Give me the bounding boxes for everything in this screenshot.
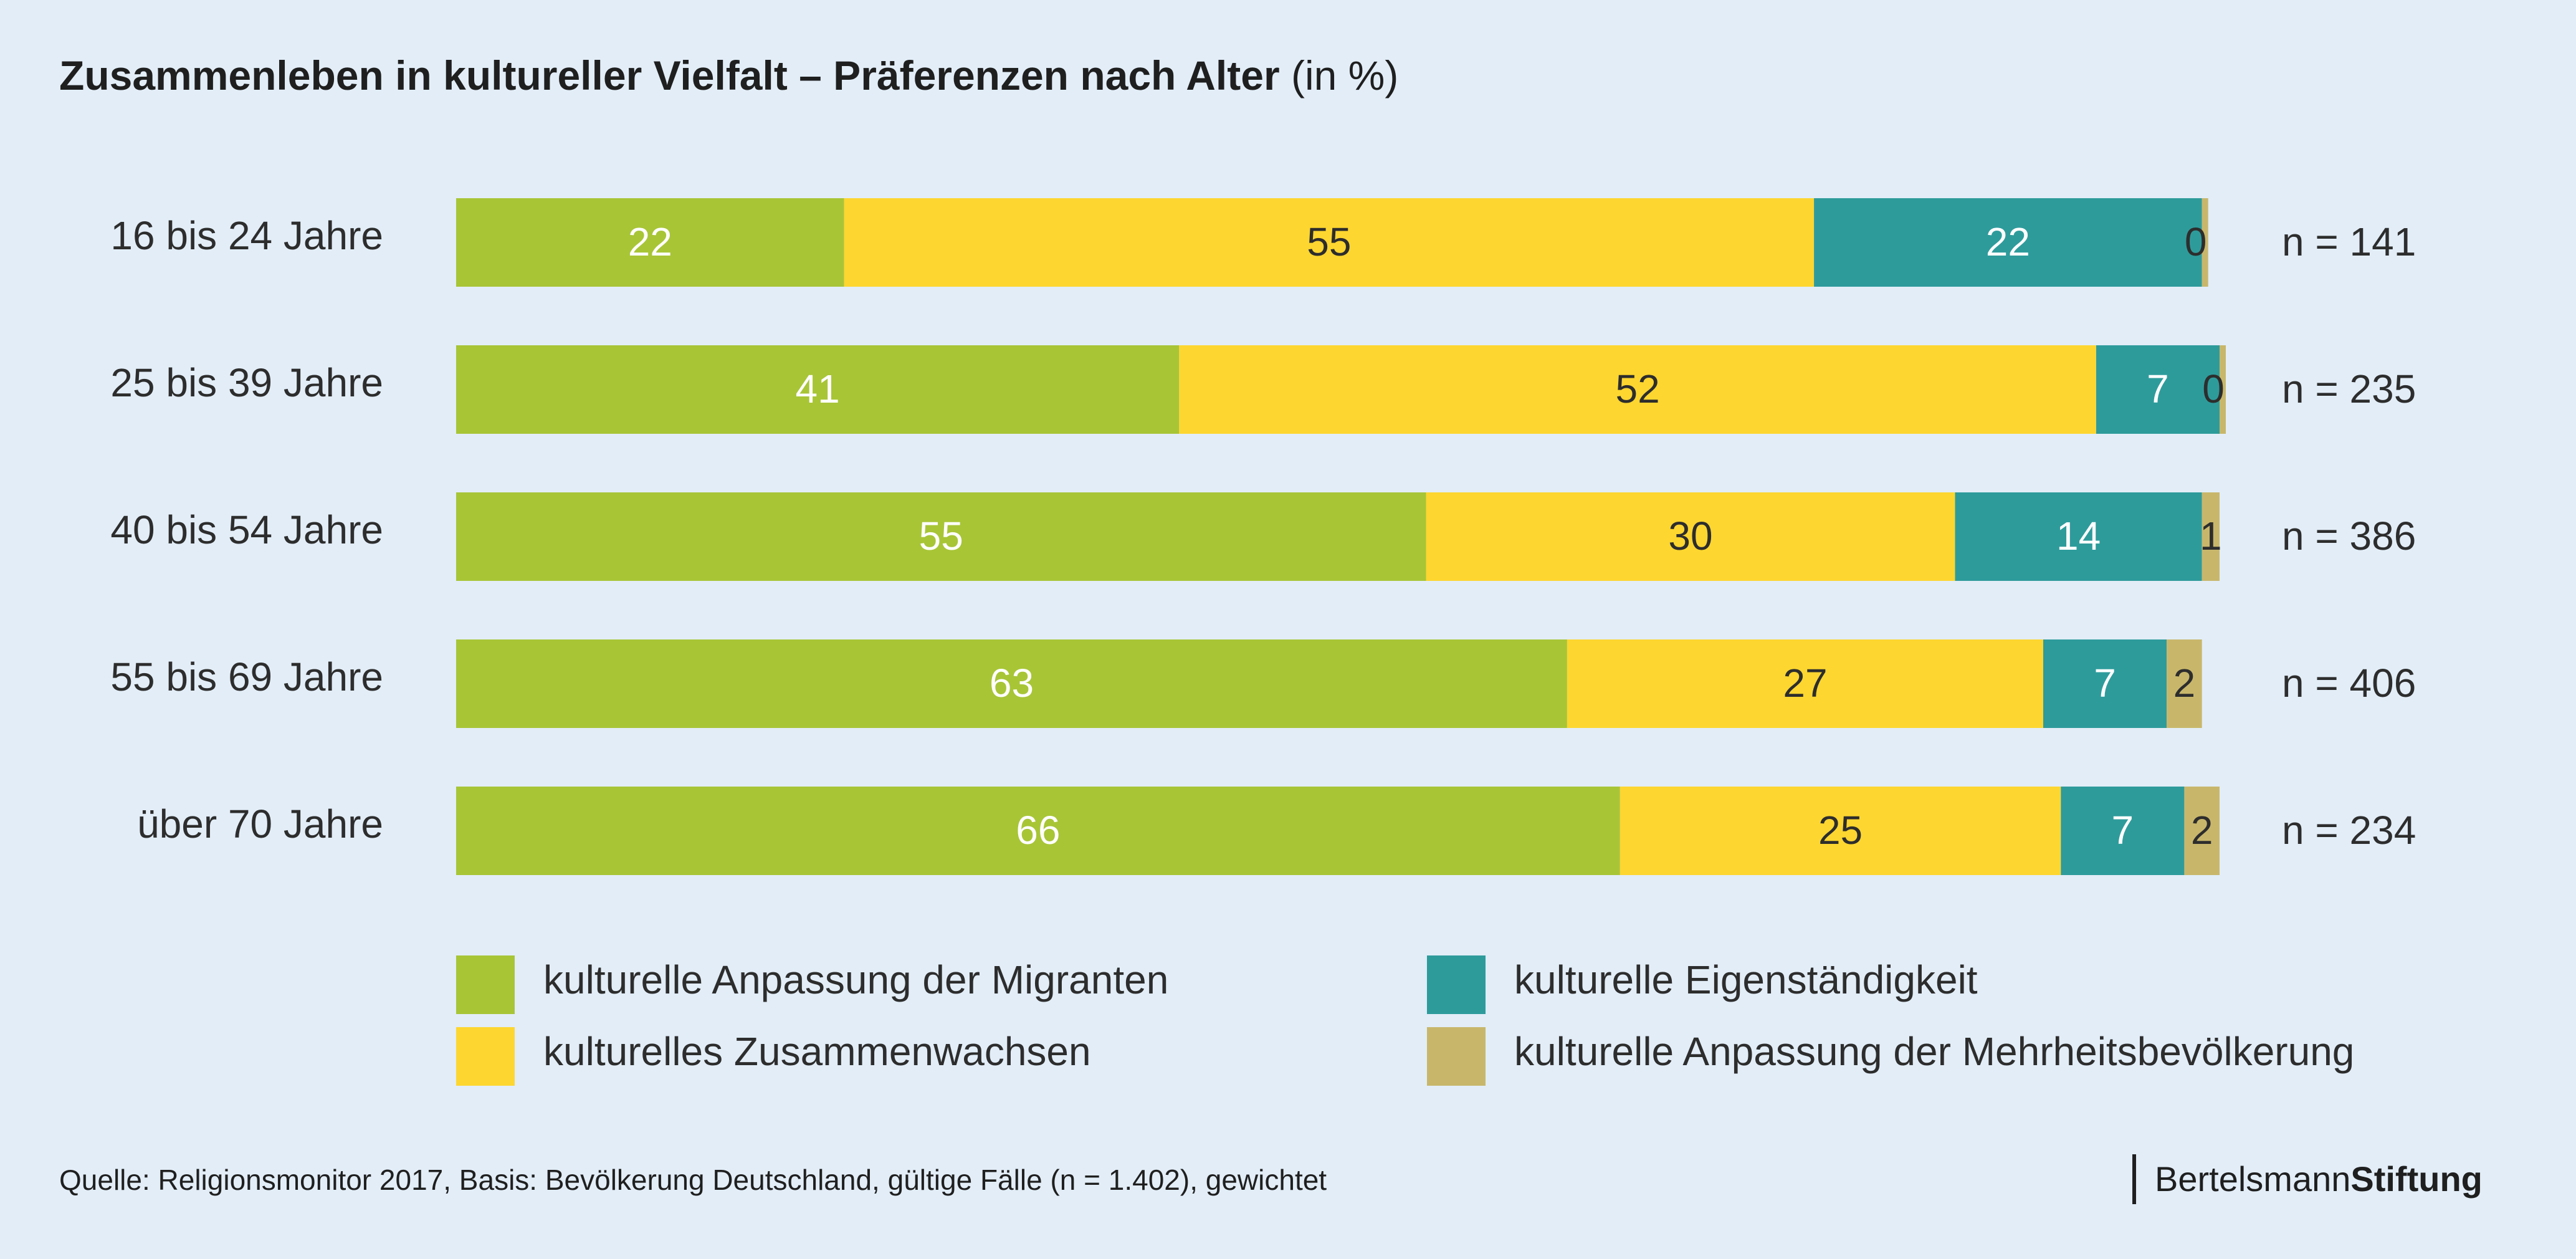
- category-label: 16 bis 24 Jahre: [110, 213, 383, 258]
- legend-label: kulturelles Zusammenwachsen: [543, 1029, 1091, 1074]
- chart-title-main: Zusammenleben in kultureller Vielfalt – …: [59, 52, 1280, 98]
- bar-value-label: 14: [2056, 514, 2101, 558]
- bar-value-label: 7: [2147, 366, 2169, 411]
- source-note: Quelle: Religionsmonitor 2017, Basis: Be…: [59, 1164, 1327, 1196]
- legend-label: kulturelle Anpassung der Mehrheitsbevölk…: [1514, 1029, 2354, 1074]
- bertelsmann-stiftung-logo: BertelsmannStiftung: [2132, 1154, 2483, 1204]
- category-label: 55 bis 69 Jahre: [110, 654, 383, 699]
- sample-size-label: n = 386: [2282, 514, 2416, 558]
- bar-segment: [456, 492, 1426, 581]
- bar-segment: [2061, 787, 2185, 875]
- bar-segment: [456, 787, 1620, 875]
- bar-value-label: 66: [1016, 808, 1060, 853]
- bar-value-label: 7: [2094, 661, 2116, 706]
- bar-segment: [2184, 787, 2220, 875]
- bar-value-label: 22: [628, 219, 672, 264]
- bar-segment: [844, 198, 1815, 287]
- bar-segment: [2167, 639, 2202, 728]
- legend-label: kulturelle Eigenständigkeit: [1514, 957, 1978, 1002]
- logo-text-light: Bertelsmann: [2155, 1159, 2351, 1199]
- bar-value-label: 27: [1783, 661, 1827, 706]
- sample-size-label: n = 141: [2282, 219, 2416, 264]
- bar-value-label: 63: [990, 661, 1034, 706]
- bar-segment: [1179, 345, 2096, 434]
- bar-value-label: 25: [1818, 808, 1863, 853]
- category-label: 25 bis 39 Jahre: [110, 360, 383, 405]
- chart-title: Zusammenleben in kultureller Vielfalt – …: [59, 51, 1398, 100]
- bar-segment: [1567, 639, 2043, 728]
- legend-label: kulturelle Anpassung der Migranten: [543, 957, 1168, 1002]
- bar-value-label: 0: [2202, 366, 2225, 411]
- bar-value-label: 41: [796, 366, 840, 411]
- legend-swatch: [456, 955, 515, 1014]
- bar-segment: [1620, 787, 2061, 875]
- bar-value-label: 0: [2185, 219, 2207, 264]
- sample-size-label: n = 235: [2282, 366, 2416, 411]
- legend-swatch: [1427, 1027, 1486, 1086]
- bar-segment: [456, 198, 844, 287]
- bar-value-label: 1: [2200, 514, 2222, 558]
- bar-segment: [2220, 345, 2226, 434]
- bar-segment: [456, 639, 1567, 728]
- legend-swatch: [456, 1027, 515, 1086]
- bar-value-label: 2: [2191, 808, 2213, 853]
- bar-segment: [1814, 198, 2202, 287]
- bar-value-label: 2: [2173, 661, 2196, 706]
- bar-segment: [2096, 345, 2220, 434]
- bar-segment: [1426, 492, 1955, 581]
- bar-value-label: 52: [1616, 366, 1660, 411]
- bar-segment: [456, 345, 1180, 434]
- chart-title-unit: (in %): [1290, 52, 1399, 98]
- bar-segment: [2202, 492, 2220, 581]
- bar-segment: [1955, 492, 2202, 581]
- logo-text-bold: Stiftung: [2350, 1159, 2483, 1199]
- legend-swatch: [1427, 955, 1486, 1014]
- category-label: 40 bis 54 Jahre: [110, 507, 383, 552]
- bar-value-label: 22: [1986, 219, 2030, 264]
- bar-value-label: 30: [1668, 514, 1712, 558]
- bar-segment: [2043, 639, 2167, 728]
- category-label: über 70 Jahre: [137, 802, 383, 846]
- bar-value-label: 7: [2112, 808, 2134, 853]
- bar-segment: [2202, 198, 2208, 287]
- bar-value-label: 55: [1307, 219, 1351, 264]
- sample-size-label: n = 234: [2282, 808, 2416, 853]
- bar-value-label: 55: [919, 514, 963, 558]
- sample-size-label: n = 406: [2282, 661, 2416, 706]
